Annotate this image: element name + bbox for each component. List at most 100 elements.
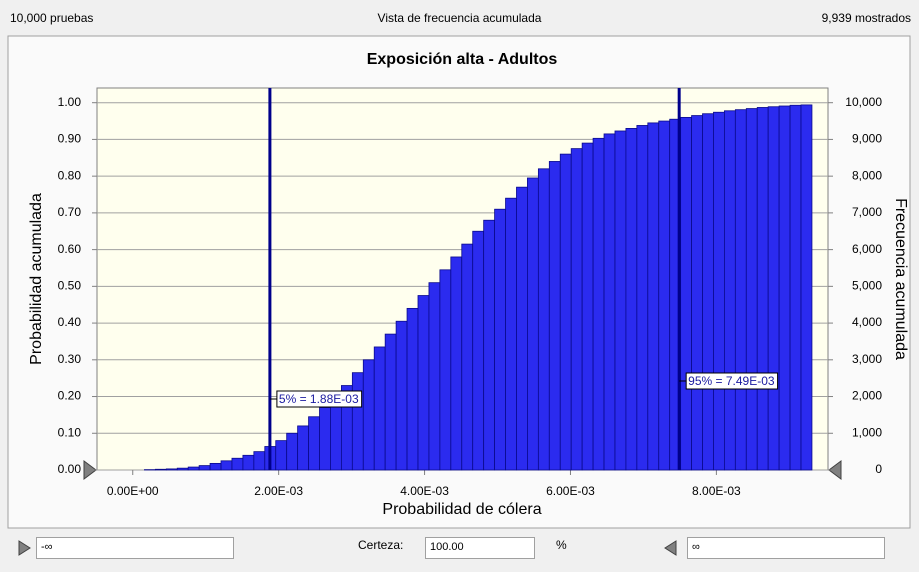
bar <box>636 125 649 471</box>
bar <box>537 168 550 471</box>
bar <box>428 282 441 471</box>
bar <box>767 106 780 471</box>
y2-tick-label: 3,000 <box>852 352 882 366</box>
bar <box>330 396 342 471</box>
bar <box>176 467 189 471</box>
percentile-label-box <box>685 372 779 390</box>
y-tick-label: 0.50 <box>58 279 82 293</box>
bar <box>362 359 375 471</box>
left-arrow <box>18 540 31 556</box>
bar <box>439 269 452 471</box>
right-grabber[interactable] <box>828 460 842 480</box>
left-grabber[interactable] <box>83 460 97 480</box>
y-tick-label: 0.80 <box>58 168 82 182</box>
bar <box>395 320 408 471</box>
bar <box>800 104 813 471</box>
bar <box>472 230 485 471</box>
x-tick-label: 4.00E-03 <box>400 484 449 498</box>
bar <box>154 468 167 471</box>
x-tick-label: 2.00E-03 <box>254 484 303 498</box>
bar <box>297 425 309 471</box>
y2-tick-label: 2,000 <box>852 389 882 403</box>
y-tick-label: 0.00 <box>58 462 82 476</box>
bar <box>505 197 517 471</box>
y-tick-label: 0.40 <box>58 315 82 329</box>
certainty-input[interactable]: 100.00 <box>425 537 535 559</box>
bar <box>231 457 244 471</box>
bar <box>745 108 758 471</box>
x-tick-label: 6.00E-03 <box>546 484 595 498</box>
y-tick-label: 0.90 <box>58 132 82 146</box>
bar <box>494 208 506 471</box>
x-axis-label: Probabilidad de cólera <box>382 501 541 518</box>
bar <box>548 161 561 471</box>
bar <box>165 468 178 471</box>
x-tick-label: 8.00E-03 <box>692 484 741 498</box>
bar <box>527 177 539 471</box>
chart-title: Exposición alta - Adultos <box>367 51 558 68</box>
bar <box>658 120 671 471</box>
bar <box>319 407 331 471</box>
y-axis-label: Probabilidad acumulada <box>28 193 45 365</box>
bar <box>384 333 397 471</box>
y-tick-label: 0.30 <box>58 352 82 366</box>
y2-axis-label: Frecuencia acumulada <box>892 198 909 360</box>
y2-tick-label: 9,000 <box>852 132 882 146</box>
bar <box>789 104 802 471</box>
certainty-unit: % <box>556 538 567 552</box>
y2-tick-label: 10,000 <box>845 95 882 109</box>
y2-tick-label: 0 <box>875 462 882 476</box>
percentile-label-box <box>276 390 363 408</box>
y2-tick-label: 5,000 <box>852 279 882 293</box>
x-tick-label: 0.00E+00 <box>107 484 159 498</box>
right-arrow <box>664 540 677 556</box>
percentile-label: 95% = 7.49E-03 <box>688 374 775 388</box>
bar <box>373 346 386 471</box>
bar <box>286 432 299 471</box>
trials-count: 10,000 pruebas <box>10 11 94 25</box>
percentile-label: 5% = 1.88E-03 <box>279 392 359 406</box>
bar <box>778 105 791 471</box>
y2-tick-label: 4,000 <box>852 315 882 329</box>
view-name: Vista de frecuencia acumulada <box>377 11 542 25</box>
bar <box>581 142 594 471</box>
bar <box>592 137 605 471</box>
left-bound-input[interactable]: -∞ <box>36 537 234 559</box>
bar <box>187 466 200 471</box>
bar <box>647 122 660 471</box>
bar <box>351 372 364 471</box>
bar <box>680 116 692 471</box>
y-tick-label: 1.00 <box>58 95 82 109</box>
bar <box>625 128 638 471</box>
bar <box>559 153 572 471</box>
bar <box>516 186 528 471</box>
bar <box>713 111 725 471</box>
bar <box>308 416 320 471</box>
right-bound-input[interactable]: ∞ <box>687 537 885 559</box>
y2-tick-label: 7,000 <box>852 205 882 219</box>
bar <box>198 465 211 471</box>
bar <box>406 307 419 471</box>
bar <box>220 460 233 471</box>
bar <box>734 109 747 471</box>
bar <box>209 462 222 471</box>
bar <box>242 454 255 471</box>
y-tick-label: 0.10 <box>58 425 82 439</box>
bar <box>570 148 583 471</box>
y2-tick-label: 8,000 <box>852 168 882 182</box>
shown-count: 9,939 mostrados <box>821 11 911 25</box>
bar <box>461 243 474 471</box>
bar <box>603 133 616 471</box>
bar <box>450 256 463 471</box>
bar <box>253 451 266 471</box>
bar <box>702 113 714 471</box>
bar <box>756 107 769 471</box>
bar <box>691 115 703 471</box>
y2-tick-label: 6,000 <box>852 242 882 256</box>
bar <box>417 295 430 471</box>
y-tick-label: 0.70 <box>58 205 82 219</box>
y-tick-label: 0.20 <box>58 389 82 403</box>
y-tick-label: 0.60 <box>58 242 82 256</box>
